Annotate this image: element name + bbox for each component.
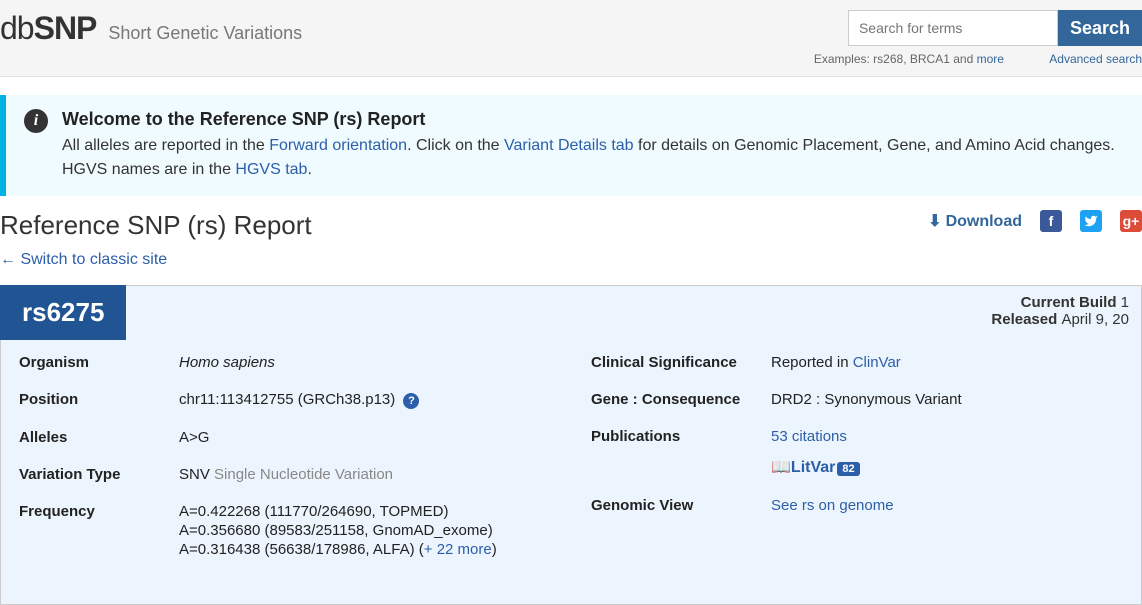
hgvs-tab-link[interactable]: HGVS tab (235, 161, 307, 178)
search-input[interactable] (848, 10, 1058, 46)
twitter-icon[interactable] (1080, 210, 1102, 232)
examples-more-link[interactable]: more (977, 52, 1004, 66)
genomic-view-label: Genomic View (591, 497, 771, 514)
alleles-value: A>G (179, 429, 551, 446)
search-area: Search Examples: rs268, BRCA1 and more A… (814, 10, 1142, 66)
notice-wrap: i Welcome to the Reference SNP (rs) Repo… (0, 77, 1142, 196)
search-row: Search (848, 10, 1142, 46)
frequency-value: A=0.422268 (111770/264690, TOPMED) A=0.3… (179, 503, 551, 560)
facebook-icon[interactable]: f (1040, 210, 1062, 232)
litvar-link[interactable]: 📖LitVar82 (771, 459, 860, 476)
top-bar: dbSNP Short Genetic Variations Search Ex… (0, 0, 1142, 77)
gene-consequence-value: DRD2 : Synonymous Variant (771, 391, 1123, 408)
notice-content: Welcome to the Reference SNP (rs) Report… (62, 109, 1124, 182)
details-grid: Organism Homo sapiens Position chr11:113… (1, 286, 1141, 604)
rs-id-badge: rs6275 (0, 285, 126, 340)
publications-value: 53 citations 📖LitVar82 (771, 428, 1123, 477)
position-label: Position (19, 391, 179, 408)
current-build-label: Current Build (1021, 294, 1121, 311)
notice-text-2: . Click on the (407, 137, 504, 154)
report-title: Reference SNP (rs) Report (0, 210, 312, 241)
notice-text-4: . (307, 161, 311, 178)
advanced-search-link[interactable]: Advanced search (1049, 52, 1142, 66)
action-bar: ⬇ Download f g+ (928, 210, 1142, 232)
notice-body: All alleles are reported in the Forward … (62, 134, 1124, 182)
publications-label: Publications (591, 428, 771, 445)
litvar-count-badge: 82 (837, 462, 859, 476)
organism-value: Homo sapiens (179, 354, 551, 371)
info-notice: i Welcome to the Reference SNP (rs) Repo… (0, 95, 1142, 196)
current-build-value: 1 (1121, 294, 1129, 311)
forward-orientation-link[interactable]: Forward orientation (269, 137, 407, 154)
freq-line-2: A=0.356680 (89583/251158, GnomAD_exome) (179, 522, 551, 539)
download-button[interactable]: ⬇ Download (928, 211, 1022, 231)
freq-line-3: A=0.316438 (56638/178986, ALFA) (+ 22 mo… (179, 541, 551, 558)
site-logo[interactable]: dbSNP (0, 10, 96, 47)
logo-area: dbSNP Short Genetic Variations (0, 10, 302, 47)
right-column: Clinical Significance Reported in ClinVa… (591, 354, 1123, 580)
download-label: Download (946, 213, 1022, 230)
logo-bold: SNP (34, 10, 97, 46)
released-value: April 9, 20 (1061, 311, 1129, 328)
switch-classic-link[interactable]: Switch to classic site (0, 247, 1142, 285)
notice-text-1: All alleles are reported in the (62, 137, 269, 154)
released-label: Released (991, 311, 1061, 328)
info-icon: i (24, 109, 48, 133)
genome-link[interactable]: See rs on genome (771, 497, 894, 514)
position-value: chr11:113412755 (GRCh38.p13) ? (179, 391, 551, 409)
tagline: Short Genetic Variations (108, 23, 302, 44)
report-header: Reference SNP (rs) Report ⬇ Download f g+ (0, 196, 1142, 247)
download-icon: ⬇ (928, 211, 941, 231)
google-plus-icon[interactable]: g+ (1120, 210, 1142, 232)
snp-detail-box: rs6275 Current Build 1 Released April 9,… (0, 285, 1142, 605)
clinvar-link[interactable]: ClinVar (853, 354, 901, 371)
build-info: Current Build 1 Released April 9, 20 (991, 294, 1129, 328)
variation-type-label: Variation Type (19, 466, 179, 483)
gene-consequence-label: Gene : Consequence (591, 391, 771, 408)
search-button[interactable]: Search (1058, 10, 1142, 46)
variant-details-link[interactable]: Variant Details tab (504, 137, 634, 154)
left-column: Organism Homo sapiens Position chr11:113… (19, 354, 551, 580)
alleles-label: Alleles (19, 429, 179, 446)
examples-text: Examples: rs268, BRCA1 and (814, 52, 977, 66)
clinical-significance-value: Reported in ClinVar (771, 354, 1123, 371)
freq-line-1: A=0.422268 (111770/264690, TOPMED) (179, 503, 551, 520)
logo-prefix: db (0, 10, 34, 46)
search-hints: Examples: rs268, BRCA1 and more Advanced… (814, 52, 1142, 66)
citations-link[interactable]: 53 citations (771, 428, 847, 445)
clinical-significance-label: Clinical Significance (591, 354, 771, 371)
genomic-view-value: See rs on genome (771, 497, 1123, 514)
freq-more-link[interactable]: + 22 more (424, 541, 492, 558)
frequency-label: Frequency (19, 503, 179, 520)
notice-title: Welcome to the Reference SNP (rs) Report (62, 109, 1124, 130)
organism-label: Organism (19, 354, 179, 371)
variation-type-value: SNV Single Nucleotide Variation (179, 466, 551, 483)
help-icon[interactable]: ? (403, 393, 419, 409)
